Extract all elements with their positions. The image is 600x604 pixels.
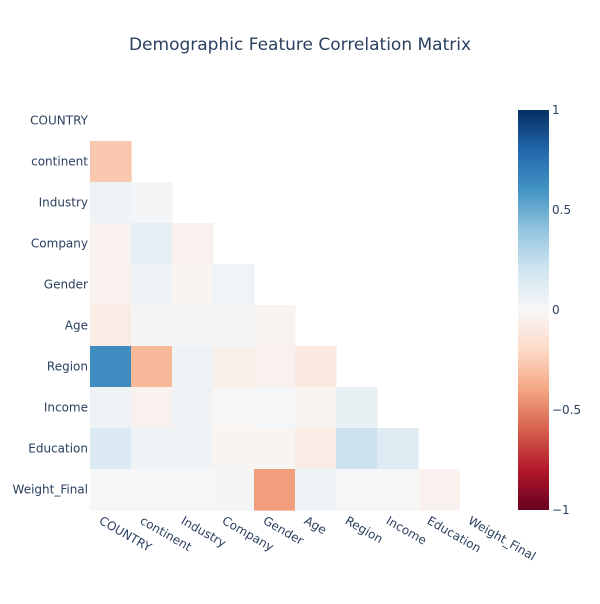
heatmap-cell [213, 469, 255, 511]
heatmap-cell [418, 469, 460, 511]
heatmap-cell [172, 264, 214, 306]
colorbar-tick-label: −0.5 [552, 403, 581, 417]
heatmap-cell [90, 182, 132, 224]
x-tick-label: Region [343, 513, 386, 546]
heatmap-cell [90, 223, 132, 265]
heatmap-cell [254, 387, 296, 429]
colorbar-tick-label: 0.5 [552, 203, 571, 217]
heatmap-cell [131, 305, 173, 347]
heatmap-cell [131, 223, 173, 265]
heatmap-cell [213, 305, 255, 347]
y-tick-label: Region [47, 360, 88, 374]
heatmap-cell [131, 428, 173, 470]
colorbar-tick-label: 1 [552, 103, 560, 117]
heatmap-cell [131, 346, 173, 388]
y-tick-label: COUNTRY [30, 114, 88, 128]
heatmap-cell [213, 387, 255, 429]
y-tick-label: Gender [44, 278, 88, 292]
y-tick-label: Company [31, 237, 88, 251]
x-tick-label: Income [384, 513, 429, 547]
y-tick-label: Education [28, 442, 88, 456]
heatmap-cell [295, 469, 337, 511]
heatmap-cell [90, 346, 132, 388]
y-tick-label: continent [31, 155, 88, 169]
y-tick-label: Industry [39, 196, 88, 210]
heatmap-cell [295, 428, 337, 470]
colorbar-tick-label: 0 [552, 303, 560, 317]
heatmap-cell [213, 264, 255, 306]
heatmap-cell [90, 141, 132, 183]
heatmap-cell [131, 264, 173, 306]
heatmap-cell [377, 428, 419, 470]
heatmap-cell [254, 305, 296, 347]
heatmap-cell [254, 346, 296, 388]
heatmap-cell [90, 387, 132, 429]
colorbar-tick-label: −1 [552, 503, 570, 517]
colorbar [518, 110, 549, 510]
heatmap-cell [336, 469, 378, 511]
heatmap-cell [336, 428, 378, 470]
y-axis-tick-labels: COUNTRY continent Industry Company Gender Age… [13, 114, 89, 497]
heatmap-cell [90, 305, 132, 347]
heatmap-cell [254, 428, 296, 470]
heatmap-cell [172, 223, 214, 265]
heatmap-cell [131, 387, 173, 429]
heatmap-cell [213, 428, 255, 470]
y-tick-label: Age [65, 319, 88, 333]
heatmap-cell [172, 469, 214, 511]
heatmap-cell [377, 469, 419, 511]
x-tick-label: Age [302, 513, 329, 537]
heatmap-cell [295, 346, 337, 388]
heatmap-cell [90, 264, 132, 306]
x-axis-tick-labels: COUNTRYcontinentIndustryCompanyGenderAge… [97, 513, 538, 563]
heatmap-cell [172, 346, 214, 388]
heatmap-cell [90, 428, 132, 470]
heatmap-cell [336, 387, 378, 429]
heatmap-cell [90, 469, 132, 511]
colorbar-tick-labels: 1 0.5 0 −0.5 −1 [552, 103, 581, 517]
heatmap-cell [295, 387, 337, 429]
heatmap-cell [131, 182, 173, 224]
y-tick-label: Weight_Final [13, 483, 88, 497]
heatmap-cell [172, 305, 214, 347]
heatmap-cell [172, 387, 214, 429]
chart-title: Demographic Feature Correlation Matrix [129, 35, 471, 55]
heatmap-cell [254, 469, 296, 511]
heatmap-cells [90, 141, 460, 511]
heatmap-cell [172, 428, 214, 470]
y-tick-label: Income [44, 401, 88, 415]
heatmap-cell [213, 346, 255, 388]
heatmap-cell [131, 469, 173, 511]
